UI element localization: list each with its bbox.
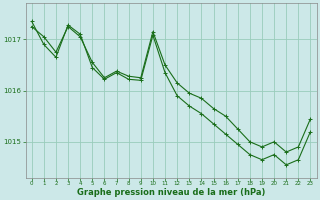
X-axis label: Graphe pression niveau de la mer (hPa): Graphe pression niveau de la mer (hPa) — [77, 188, 265, 197]
